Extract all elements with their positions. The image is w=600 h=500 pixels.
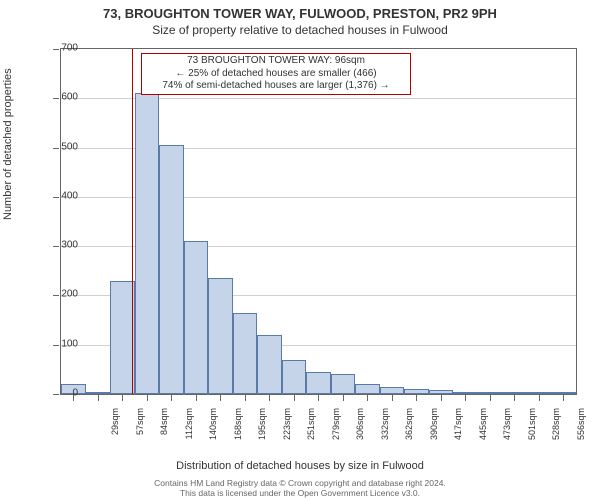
x-tick-label: 306sqm xyxy=(355,408,365,448)
x-tick xyxy=(245,395,246,401)
x-tick-label: 195sqm xyxy=(257,408,267,448)
x-tick-label: 112sqm xyxy=(184,408,194,448)
annotation-line: 73 BROUGHTON TOWER WAY: 96sqm xyxy=(146,55,406,68)
x-tick-label: 57sqm xyxy=(135,408,145,448)
x-tick-label: 445sqm xyxy=(478,408,488,448)
x-tick xyxy=(441,395,442,401)
x-tick-label: 140sqm xyxy=(208,408,218,448)
x-axis-title: Distribution of detached houses by size … xyxy=(0,460,600,472)
x-tick xyxy=(147,395,148,401)
footer-line1: Contains HM Land Registry data © Crown c… xyxy=(154,478,446,488)
y-tick xyxy=(53,295,59,296)
x-tick-label: 473sqm xyxy=(502,408,512,448)
bar xyxy=(86,392,111,394)
x-tick xyxy=(392,395,393,401)
chart-container: 73, BROUGHTON TOWER WAY, FULWOOD, PRESTO… xyxy=(0,0,600,500)
y-tick-label: 500 xyxy=(61,141,78,152)
annotation-line: ← 25% of detached houses are smaller (46… xyxy=(146,68,406,81)
x-tick-label: 223sqm xyxy=(282,408,292,448)
y-tick xyxy=(53,98,59,99)
bar xyxy=(282,360,307,395)
bar xyxy=(110,281,135,394)
x-tick xyxy=(269,395,270,401)
x-tick-label: 390sqm xyxy=(429,408,439,448)
bar xyxy=(233,313,258,394)
x-tick xyxy=(563,395,564,401)
x-tick xyxy=(220,395,221,401)
title-sub: Size of property relative to detached ho… xyxy=(0,21,600,37)
x-tick-label: 279sqm xyxy=(331,408,341,448)
bar xyxy=(355,384,380,394)
x-tick-label: 168sqm xyxy=(233,408,243,448)
plot-area: 73 BROUGHTON TOWER WAY: 96sqm← 25% of de… xyxy=(60,48,577,395)
y-tick xyxy=(53,246,59,247)
x-tick xyxy=(465,395,466,401)
x-tick-label: 556sqm xyxy=(576,408,586,448)
x-tick-label: 29sqm xyxy=(110,408,120,448)
y-tick-label: 100 xyxy=(61,338,78,349)
bar xyxy=(380,387,405,394)
bar xyxy=(551,392,576,394)
y-tick-label: 600 xyxy=(61,92,78,103)
x-tick-label: 84sqm xyxy=(159,408,169,448)
x-tick-label: 251sqm xyxy=(306,408,316,448)
x-tick xyxy=(122,395,123,401)
y-tick-label: 700 xyxy=(61,43,78,54)
bar xyxy=(257,335,282,394)
bar xyxy=(208,278,233,394)
x-tick-label: 501sqm xyxy=(527,408,537,448)
y-tick-label: 400 xyxy=(61,190,78,201)
annotation-line: 74% of semi-detached houses are larger (… xyxy=(146,80,406,93)
x-tick xyxy=(490,395,491,401)
bar xyxy=(527,392,552,394)
bar xyxy=(135,93,160,394)
y-axis-title: Number of detached properties xyxy=(2,68,14,220)
x-tick-label: 417sqm xyxy=(453,408,463,448)
y-tick-label: 300 xyxy=(61,240,78,251)
marker-line xyxy=(132,49,133,394)
x-tick-label: 528sqm xyxy=(551,408,561,448)
bar xyxy=(502,392,527,394)
bar xyxy=(184,241,209,394)
x-tick xyxy=(539,395,540,401)
y-tick xyxy=(53,197,59,198)
bar xyxy=(306,372,331,394)
x-tick xyxy=(367,395,368,401)
x-tick xyxy=(318,395,319,401)
bar xyxy=(159,145,184,394)
footer: Contains HM Land Registry data © Crown c… xyxy=(0,478,600,498)
x-tick-label: 362sqm xyxy=(404,408,414,448)
footer-line2: This data is licensed under the Open Gov… xyxy=(180,488,420,498)
x-tick-label: 332sqm xyxy=(380,408,390,448)
x-tick xyxy=(416,395,417,401)
bar xyxy=(331,374,356,394)
annotation-box: 73 BROUGHTON TOWER WAY: 96sqm← 25% of de… xyxy=(141,53,411,95)
y-tick xyxy=(53,49,59,50)
y-tick xyxy=(53,148,59,149)
y-tick-label: 0 xyxy=(72,388,78,399)
bar xyxy=(404,389,429,394)
x-tick xyxy=(343,395,344,401)
x-tick xyxy=(294,395,295,401)
bar xyxy=(478,392,503,394)
y-tick xyxy=(53,394,59,395)
bar xyxy=(453,392,478,394)
y-tick-label: 200 xyxy=(61,289,78,300)
y-tick xyxy=(53,345,59,346)
x-tick xyxy=(196,395,197,401)
title-main: 73, BROUGHTON TOWER WAY, FULWOOD, PRESTO… xyxy=(0,0,600,21)
x-tick xyxy=(98,395,99,401)
bar xyxy=(429,390,454,394)
x-tick xyxy=(514,395,515,401)
x-tick xyxy=(171,395,172,401)
